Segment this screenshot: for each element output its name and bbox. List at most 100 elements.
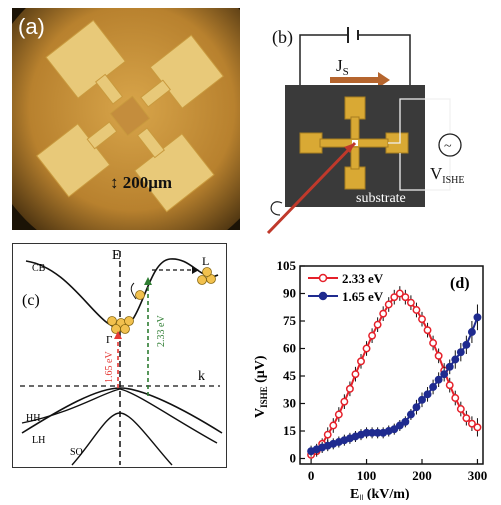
legend: 2.33 eV 1.65 eV <box>308 271 384 304</box>
hh-label: HH <box>26 413 40 424</box>
so-label: SO <box>70 447 83 458</box>
series-2 <box>307 304 482 457</box>
data-point <box>373 320 382 329</box>
data-point <box>456 405 465 413</box>
data-point <box>406 410 415 419</box>
data-point <box>456 348 465 357</box>
l-label: L <box>202 254 209 268</box>
data-point <box>418 395 426 404</box>
micrograph-panel: (a) ↕ 200μm <box>12 8 240 230</box>
band-diagram-svg: E k CB HH LH SO Γ L 1.65 eV 2.33 <box>12 243 227 468</box>
data-point <box>323 430 332 439</box>
battery-circuit <box>299 34 411 85</box>
panel-b-label: (b) <box>272 27 293 48</box>
data-point <box>423 326 432 335</box>
legend-label: 1.65 eV <box>342 289 384 304</box>
x-tick-label: 0 <box>308 468 315 483</box>
data-point <box>434 351 443 360</box>
axis-k-label: k <box>198 369 205 384</box>
data-point <box>451 355 460 364</box>
lh-label: LH <box>32 435 45 446</box>
data-point <box>429 383 438 391</box>
y-tick-label: 60 <box>283 341 296 356</box>
data-point <box>440 370 449 379</box>
data-point <box>423 390 432 399</box>
x-tick-label: 200 <box>412 468 432 483</box>
svg-text:~: ~ <box>444 139 452 154</box>
substrate-label: substrate <box>356 191 406 206</box>
y-tick-label: 30 <box>283 396 296 411</box>
data-point <box>406 298 415 307</box>
gamma-label: Γ <box>106 334 112 346</box>
green-arrowhead-icon <box>144 277 152 285</box>
data-point <box>368 331 377 340</box>
voltage-circuit <box>388 98 451 191</box>
current-arrow-icon <box>330 72 390 88</box>
data-point <box>412 306 421 314</box>
data-point <box>357 357 365 366</box>
current-label: JS <box>336 56 349 78</box>
y-axis-label: VISHE (μV) <box>253 355 269 418</box>
data-point <box>445 362 454 371</box>
polarization-rotation-icon <box>270 201 283 216</box>
data-point <box>345 384 354 393</box>
panel-a-label: (a) <box>18 14 45 39</box>
data-point <box>390 293 399 302</box>
data-point <box>467 328 476 336</box>
electron-transfer <box>135 290 145 300</box>
data-point <box>418 315 426 324</box>
data-point <box>462 340 471 349</box>
axis-e-label: E <box>112 248 121 263</box>
micrograph-image <box>12 8 240 230</box>
vishe-chart-svg: 0 100 200 300 0 15 30 45 60 75 90 105 (d) 2.33 eV 1.… <box>253 258 488 503</box>
data-point <box>395 421 404 430</box>
electrons-gamma <box>107 316 134 334</box>
y-tick-label: 105 <box>277 258 297 273</box>
data-point <box>473 423 482 432</box>
voltmeter-icon <box>438 133 462 157</box>
data-point <box>462 414 471 423</box>
data-point <box>334 410 343 419</box>
split-off-band <box>71 412 173 466</box>
data-point <box>445 381 454 390</box>
device-schematic: (b) JS ~ VISHE substrate <box>260 25 490 240</box>
laser-arrow-icon <box>344 143 355 153</box>
legend-marker <box>318 273 328 283</box>
legend-label: 2.33 eV <box>342 271 384 286</box>
laser-beam <box>266 141 357 235</box>
scatter-arrow <box>130 282 137 300</box>
data-point <box>395 289 404 298</box>
data-point <box>390 425 399 434</box>
y-tick-label: 15 <box>283 423 297 438</box>
data-point <box>362 344 371 353</box>
y-tick-label: 45 <box>283 368 297 383</box>
data-point <box>340 397 349 406</box>
data-point <box>434 375 443 384</box>
band-diagram: E k CB HH LH SO Γ L 1.65 eV 2.33 <box>12 243 227 468</box>
x-tick-label: 100 <box>357 468 377 483</box>
data-point <box>473 313 482 322</box>
y-tick-label: 90 <box>283 286 296 301</box>
x-tick-label: 300 <box>468 468 488 483</box>
cb-label: CB <box>32 263 46 274</box>
scale-bar: ↕ 200μm <box>110 173 173 192</box>
x-axis-label: E|| (kV/m) <box>350 487 410 500</box>
data-point <box>467 419 476 428</box>
legend-marker <box>318 291 328 301</box>
series-layer <box>307 286 482 461</box>
data-point <box>379 309 388 318</box>
vishe-chart: 0 100 200 300 0 15 30 45 60 75 90 105 (d) 2.33 eV 1.… <box>250 248 495 503</box>
panel-c-label: (c) <box>22 292 40 309</box>
data-point <box>351 370 360 379</box>
data-point <box>401 417 410 426</box>
energy-red-label: 1.65 eV <box>104 351 115 383</box>
panel-d-label: (d) <box>450 275 470 292</box>
light-hole-band <box>21 388 218 444</box>
heavy-hole-band <box>21 387 223 434</box>
data-point <box>429 339 438 347</box>
data-point <box>451 394 460 402</box>
data-point <box>384 300 393 309</box>
red-arrowhead-icon <box>114 331 122 339</box>
axis-ticks: 0 100 200 300 0 15 30 45 60 75 90 105 <box>277 258 488 483</box>
data-point <box>329 421 338 430</box>
